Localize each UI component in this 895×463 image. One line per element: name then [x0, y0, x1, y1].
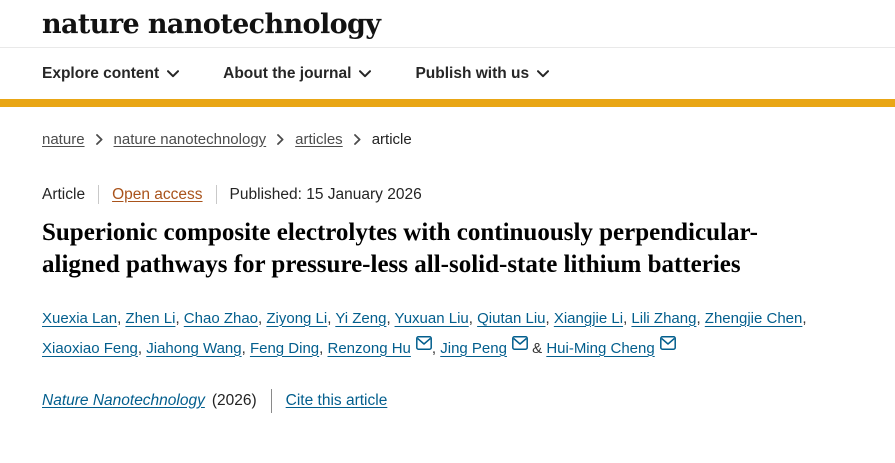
- nav-publish-with-us[interactable]: Publish with us: [415, 64, 550, 83]
- brand-gold-band: [0, 99, 895, 107]
- author-corresponding: Hui-Ming Cheng: [546, 335, 676, 357]
- journal-name-link[interactable]: Nature Nanotechnology: [42, 391, 205, 409]
- meta-separator: [98, 185, 100, 204]
- published-date-label: Published: 15 January 2026: [229, 185, 422, 203]
- author-link[interactable]: Feng Ding: [249, 339, 320, 357]
- site-header: nature nanotechnology Explore content Ab…: [0, 0, 895, 107]
- author-separator: ,: [545, 309, 550, 327]
- chevron-down-icon: [359, 69, 372, 77]
- author-separator: ,: [623, 309, 628, 327]
- author-list: Xuexia Lan, Zhen Li, Chao Zhao, Ziyong L…: [42, 304, 834, 364]
- author-link[interactable]: Xuexia Lan: [42, 309, 118, 327]
- author-link[interactable]: Lili Zhang: [631, 309, 697, 327]
- author-link[interactable]: Jing Peng: [440, 339, 507, 357]
- journal-citation-row: Nature Nanotechnology (2026) Cite this a…: [42, 388, 853, 413]
- author-link[interactable]: Xiaoxiao Feng: [42, 339, 138, 357]
- author-separator: ,: [386, 309, 391, 327]
- author-separator: ,: [241, 339, 246, 357]
- author: Chao Zhao,: [184, 310, 262, 327]
- author-link[interactable]: Yuxuan Liu: [394, 309, 469, 327]
- chevron-right-icon: [353, 134, 361, 145]
- author-corresponding: Renzong Hu,: [327, 335, 437, 357]
- author-link[interactable]: Hui-Ming Cheng: [546, 339, 655, 357]
- envelope-icon[interactable]: [415, 335, 432, 350]
- envelope-icon[interactable]: [659, 335, 676, 350]
- authors-ampersand: &: [532, 339, 543, 357]
- author-separator: ,: [802, 309, 807, 327]
- author-separator: ,: [327, 309, 332, 327]
- journal-separator: [270, 388, 272, 413]
- author-separator: ,: [319, 339, 324, 357]
- cite-this-article-link[interactable]: Cite this article: [285, 391, 388, 409]
- author: Lili Zhang,: [631, 310, 700, 327]
- journal-year: (2026): [211, 391, 257, 409]
- author-link[interactable]: Zhen Li: [125, 309, 176, 327]
- author: Zhen Li,: [125, 310, 179, 327]
- author-separator: ,: [468, 309, 473, 327]
- article-type-label: Article: [42, 185, 86, 203]
- nav-label: Explore content: [42, 64, 160, 82]
- author: Yi Zeng,: [335, 310, 390, 327]
- author: Jiahong Wang,: [146, 340, 246, 357]
- envelope-icon[interactable]: [512, 335, 528, 350]
- author-separator: ,: [137, 339, 143, 357]
- breadcrumb: nature nature nanotechnology articles ar…: [42, 131, 853, 148]
- article-meta-row: Article Open access Published: 15 Januar…: [42, 185, 853, 204]
- author-link[interactable]: Chao Zhao: [183, 309, 259, 327]
- nav-label: About the journal: [223, 64, 352, 82]
- author: Xiaoxiao Feng,: [42, 340, 142, 357]
- author: Ziyong Li,: [266, 310, 331, 327]
- author-separator: ,: [175, 309, 180, 327]
- chevron-right-icon: [95, 134, 103, 145]
- nav-explore-content[interactable]: Explore content: [42, 64, 180, 83]
- author: Xuexia Lan,: [42, 310, 121, 327]
- journal-logo[interactable]: nature nanotechnology: [42, 9, 381, 40]
- author: Zhengjie Chen,: [705, 310, 807, 327]
- author-corresponding: Jing Peng: [440, 335, 528, 357]
- author-link[interactable]: Ziyong Li: [266, 309, 328, 327]
- nav-label: Publish with us: [415, 64, 530, 82]
- meta-separator: [215, 185, 217, 204]
- author: Yuxuan Liu,: [395, 310, 473, 327]
- main-nav: Explore content About the journal Publis…: [0, 48, 895, 99]
- author-link[interactable]: Renzong Hu: [327, 339, 411, 357]
- author: Feng Ding,: [250, 340, 323, 357]
- chevron-right-icon: [277, 134, 284, 145]
- breadcrumb-link-nature[interactable]: nature: [42, 131, 85, 148]
- author: Xiangjie Li,: [554, 310, 627, 327]
- author-link[interactable]: Jiahong Wang: [146, 339, 242, 357]
- breadcrumb-current-article: article: [371, 131, 412, 148]
- author-link[interactable]: Qiutan Liu: [477, 309, 546, 327]
- author-link[interactable]: Yi Zeng: [335, 309, 387, 327]
- chevron-down-icon: [167, 69, 180, 77]
- author-separator: ,: [431, 339, 437, 357]
- article-header: Article Open access Published: 15 Januar…: [0, 185, 895, 413]
- author-link[interactable]: Zhengjie Chen: [704, 309, 803, 327]
- breadcrumb-link-articles[interactable]: articles: [295, 131, 343, 148]
- author-separator: ,: [696, 309, 701, 327]
- author-separator: ,: [117, 309, 122, 327]
- author-separator: ,: [258, 309, 263, 327]
- open-access-link[interactable]: Open access: [112, 185, 203, 203]
- author: Qiutan Liu,: [477, 310, 550, 327]
- logo-row: nature nanotechnology: [0, 0, 895, 47]
- nav-about-the-journal[interactable]: About the journal: [223, 64, 372, 83]
- header-divider: [0, 47, 895, 48]
- breadcrumb-link-nature-nanotechnology[interactable]: nature nanotechnology: [113, 131, 267, 148]
- chevron-down-icon: [537, 69, 550, 77]
- article-title: Superionic composite electrolytes with c…: [42, 219, 758, 278]
- author-link[interactable]: Xiangjie Li: [553, 309, 624, 327]
